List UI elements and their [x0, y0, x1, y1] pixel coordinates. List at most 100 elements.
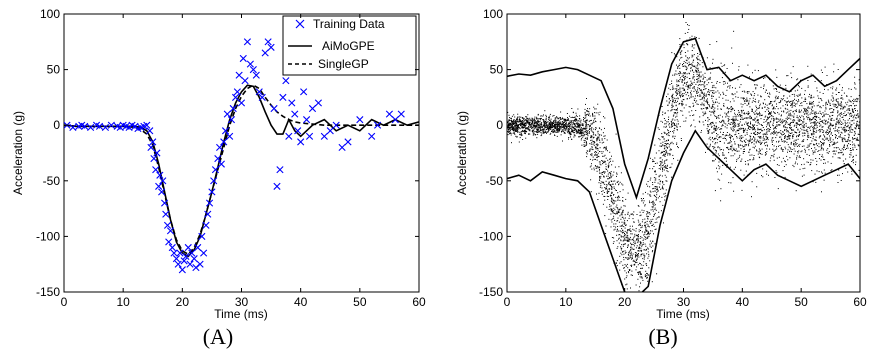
sample-point [766, 133, 768, 135]
sample-point [693, 119, 695, 121]
sample-point [679, 67, 681, 69]
sample-point [834, 106, 836, 108]
sample-point [814, 150, 816, 152]
sample-point [813, 144, 815, 146]
sample-point [723, 105, 725, 106]
sample-point [815, 119, 817, 121]
sample-point [521, 122, 523, 124]
sample-point [544, 123, 546, 125]
sample-point [643, 256, 645, 258]
sample-point [844, 111, 846, 113]
sample-point [663, 164, 665, 166]
sample-point [830, 119, 832, 121]
sample-point [791, 77, 793, 79]
sample-point [748, 100, 750, 102]
sample-point [652, 202, 654, 204]
sample-point [770, 155, 772, 157]
sample-point [709, 129, 711, 131]
sample-point [575, 130, 577, 132]
sample-point [590, 129, 592, 131]
sample-point [670, 121, 672, 122]
sample-point [586, 119, 588, 121]
sample-point [787, 111, 789, 113]
sample-point [639, 272, 641, 274]
sample-point [600, 134, 602, 136]
sample-point [688, 65, 690, 67]
sample-point [810, 112, 812, 114]
sample-point [733, 190, 735, 192]
sample-point [797, 152, 799, 154]
sample-point [843, 144, 845, 146]
sample-point [849, 140, 851, 142]
sample-point [810, 119, 812, 121]
sample-point [696, 92, 698, 94]
sample-point [520, 125, 522, 127]
sample-point [675, 116, 677, 118]
sample-point [682, 75, 684, 76]
sample-point [562, 121, 564, 123]
sample-point [649, 232, 651, 234]
sample-point [679, 71, 681, 72]
sample-point [830, 123, 832, 125]
x-axis-label-a: Time (ms) [214, 307, 268, 321]
plot-area-b [507, 22, 860, 292]
sample-point [728, 152, 730, 154]
legend-label: SingleGP [318, 57, 369, 71]
sample-point [751, 117, 753, 119]
sample-point [711, 87, 713, 89]
sample-point [608, 181, 610, 183]
sample-point [810, 103, 812, 105]
sample-point [517, 116, 519, 118]
sample-point [636, 261, 638, 263]
sample-point [550, 126, 552, 128]
sample-point [754, 93, 756, 95]
sample-point [640, 250, 642, 252]
sample-point [614, 166, 616, 168]
sample-point [659, 195, 660, 197]
sample-point [598, 182, 600, 184]
sample-point [676, 86, 678, 88]
sample-point [699, 94, 701, 96]
sample-point [715, 129, 717, 131]
sample-point [510, 122, 512, 124]
sample-point [656, 273, 658, 275]
sample-point [841, 113, 843, 115]
sample-point [730, 137, 731, 139]
sample-point [585, 124, 586, 126]
sample-point [672, 101, 674, 103]
sample-point [850, 128, 852, 130]
sample-cloud [507, 22, 860, 292]
sample-point [728, 119, 730, 121]
sample-point [602, 132, 604, 134]
sample-point [692, 83, 694, 85]
sample-point [805, 98, 807, 100]
sample-point [735, 96, 737, 98]
sample-point [671, 109, 673, 111]
sample-point [683, 95, 684, 97]
data-point-x [147, 143, 155, 152]
sample-point [716, 167, 717, 169]
sample-point [748, 141, 750, 142]
sample-point [720, 136, 722, 138]
sample-point [752, 124, 754, 126]
sample-point [784, 123, 786, 125]
data-point-x [165, 238, 173, 246]
sample-point [804, 150, 806, 152]
sample-point [784, 100, 786, 102]
sample-point [751, 142, 752, 144]
sample-point [531, 129, 533, 131]
sample-point [685, 72, 686, 74]
sample-point [790, 100, 792, 102]
sample-point [657, 190, 659, 192]
sample-point [652, 206, 654, 208]
sample-point [748, 122, 749, 124]
sample-point [741, 116, 743, 118]
sample-point [732, 138, 734, 140]
sample-point [542, 126, 544, 127]
sample-point [796, 145, 798, 147]
sample-point [556, 126, 558, 128]
sample-point [769, 116, 771, 118]
data-point-x [332, 121, 340, 129]
sample-point [703, 108, 705, 109]
sample-point [641, 209, 643, 211]
